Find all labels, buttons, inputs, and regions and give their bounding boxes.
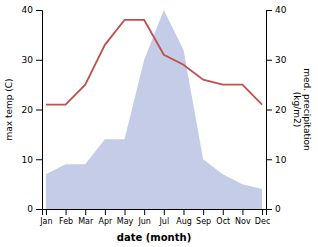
x-axis-title: date (month) bbox=[117, 232, 191, 243]
y-axis: 0 10 20 30 40 bbox=[22, 5, 43, 214]
x-tick-label: May bbox=[117, 217, 134, 226]
y2-axis-tick: 40 bbox=[266, 5, 287, 15]
x-tick-mark bbox=[85, 209, 86, 215]
y-axis-tick-mark bbox=[36, 209, 42, 210]
x-tick-mark bbox=[46, 209, 47, 215]
plot: Jan Feb Mar Apr MayJun Jul Aug Sep Oct Nov Dec 0 10 2… bbox=[4, 5, 312, 243]
y-axis-tick: 20 bbox=[22, 105, 42, 115]
x-axis-line bbox=[43, 210, 267, 216]
y2-axis-tick-label: 30 bbox=[275, 55, 287, 65]
y-axis-tick: 0 bbox=[27, 204, 42, 214]
x-tick-mark bbox=[164, 209, 165, 215]
y-axis-tick-mark bbox=[36, 110, 42, 111]
x-tick-mark bbox=[183, 209, 184, 215]
x-tick-label: Apr bbox=[98, 217, 113, 226]
x-tick-label: Jul bbox=[158, 217, 169, 226]
y2-axis-tick-label: 10 bbox=[275, 155, 287, 165]
x-tick-mark bbox=[242, 209, 243, 215]
y2-axis-tick: 0 bbox=[266, 204, 281, 214]
y-axis-tick: 40 bbox=[22, 5, 42, 15]
x-tick: Mar bbox=[78, 209, 94, 226]
x-tick-label: Oct bbox=[216, 217, 230, 226]
marks bbox=[46, 10, 262, 209]
y-axis-line bbox=[36, 11, 43, 210]
y2-axis-title: med. precipitation(kg/m2) bbox=[292, 68, 312, 150]
y2-axis-tick-label: 20 bbox=[275, 105, 287, 115]
y2-axis-tick-mark bbox=[266, 209, 272, 210]
x-tick: Aug bbox=[176, 209, 192, 226]
x-tick: Sep bbox=[196, 209, 211, 226]
x-tick-mark bbox=[66, 209, 67, 215]
x-tick-label: Sep bbox=[196, 217, 211, 226]
y-axis-title: max temp (C) bbox=[4, 78, 14, 140]
x-tick-label: Jan bbox=[39, 217, 52, 226]
y2-axis-tick-mark bbox=[266, 110, 272, 111]
y2-axis-tick: 30 bbox=[266, 55, 287, 65]
x-tick-mark bbox=[125, 209, 126, 215]
y2-axis-title-line: (kg/m2) bbox=[292, 92, 302, 127]
x-tick: Nov bbox=[235, 209, 251, 226]
y2-axis-tick: 10 bbox=[266, 155, 287, 165]
x-tick: Jan bbox=[39, 209, 52, 226]
x-tick-mark bbox=[203, 209, 204, 215]
x-tick-label: Feb bbox=[59, 217, 73, 226]
chart-container: Jan Feb Mar Apr MayJun Jul Aug Sep Oct Nov Dec 0 10 2… bbox=[0, 0, 318, 247]
x-tick: Jul bbox=[158, 209, 169, 226]
x-tick-label: Jun bbox=[137, 217, 151, 226]
x-tick-mark bbox=[144, 209, 145, 215]
y2-axis: 0 10 20 30 40 bbox=[266, 5, 287, 214]
x-tick-label: Dec bbox=[255, 217, 270, 226]
y2-axis-tick-mark bbox=[266, 60, 272, 61]
y-axis-tick-mark bbox=[36, 10, 42, 11]
y-axis-tick-mark bbox=[36, 159, 42, 160]
y-axis-tick-label: 30 bbox=[22, 55, 34, 65]
y-axis-tick-label: 0 bbox=[27, 204, 33, 214]
y-axis-tick-mark bbox=[36, 60, 42, 61]
area bbox=[46, 10, 262, 209]
chart-svg: Jan Feb Mar Apr MayJun Jul Aug Sep Oct Nov Dec 0 10 2… bbox=[0, 0, 318, 247]
x-tick-mark bbox=[223, 209, 224, 215]
y-axis-tick-label: 40 bbox=[22, 5, 34, 15]
y2-axis-tick-label: 40 bbox=[275, 5, 287, 15]
y-axis-tick: 10 bbox=[22, 155, 42, 165]
y2-axis-tick-mark bbox=[266, 10, 272, 11]
x-tick-label: Mar bbox=[78, 217, 94, 226]
x-tick: Apr bbox=[98, 209, 113, 226]
x-tick-mark bbox=[105, 209, 106, 215]
x-tick: Feb bbox=[59, 209, 73, 226]
x-tick-mark bbox=[262, 209, 263, 215]
x-tick: Dec bbox=[255, 209, 270, 226]
x-tick: Oct bbox=[216, 209, 230, 226]
y2-axis-tick: 20 bbox=[266, 105, 287, 115]
y2-axis-tick-mark bbox=[266, 159, 272, 160]
y-axis-tick-label: 20 bbox=[22, 105, 34, 115]
x-axis: Jan Feb Mar Apr MayJun Jul Aug Sep Oct Nov Dec bbox=[39, 209, 270, 226]
y2-axis-title-line: med. precipitation bbox=[302, 68, 312, 150]
x-tick-label: Aug bbox=[176, 217, 192, 226]
x-tick-label: Nov bbox=[235, 217, 251, 226]
x-tick: Jun bbox=[137, 209, 151, 226]
y-axis-tick: 30 bbox=[22, 55, 42, 65]
y2-axis-tick-label: 0 bbox=[275, 204, 281, 214]
y-axis-tick-label: 10 bbox=[22, 155, 34, 165]
x-tick: May bbox=[117, 209, 134, 226]
line bbox=[46, 20, 262, 105]
y2-axis-line bbox=[267, 11, 273, 210]
